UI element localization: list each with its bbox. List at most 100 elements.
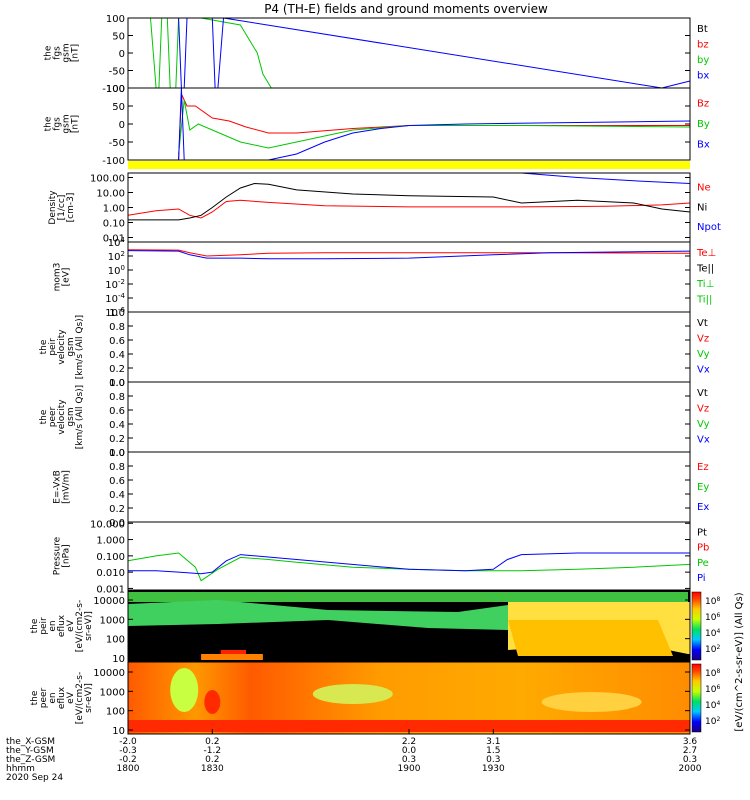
series-fgs-by [150,17,272,89]
ytick-label: 0.8 [109,322,125,333]
ytick-label: 0.6 [109,406,125,417]
legend-Pe: Pe [697,558,709,569]
xaxis-value: 2.7 [683,746,697,756]
ytick-label: 0.2 [109,434,125,445]
ylabel: the peir en eflux eV [eV/(cm2-s-sr-eV)] [30,600,94,652]
ylabel: the fgs gsm [nT] [44,114,81,133]
series-fgs2-Bx [178,87,691,161]
ylabel-line: gsm [66,337,76,356]
ytick-label: -50 [109,67,125,78]
legend-By: By [697,119,710,130]
ylabel-line: Pressure [53,536,63,575]
ylabel-line: Density [48,190,58,225]
ytick-label: 0.8 [109,392,125,403]
legend-Pt: Pt [697,528,707,539]
ytick-label: 1000 [100,615,125,626]
xaxis-value: 0.2 [205,737,219,747]
legend-Bt: Bt [697,24,708,35]
ytick-label: 0.8 [109,462,125,473]
xaxis-value: 1830 [201,764,224,774]
ylabel-line: fgs [53,117,63,131]
ytick-label: 104 [108,236,126,249]
series-density-Npot [521,172,691,184]
ytick-label: 10000 [93,668,125,679]
ytick-label: 0.4 [109,420,125,431]
colorbar [691,663,702,733]
spectrogram-green-streak [312,684,393,704]
ytick-label: 100 [108,264,125,277]
legend-Ni: Ni [697,202,707,213]
legend-Ey: Ey [697,482,709,493]
ylabel-line: en [48,692,58,703]
ytick-label: 0.4 [109,350,125,361]
ylabel-line: gsm [62,114,72,133]
spectrogram-orange-region [508,620,673,656]
ylabel: Pressure [nPa] [53,536,72,575]
series-fgs2-Bz [128,93,690,161]
ylabel-line: [eV/(cm2-s- [75,672,85,724]
panel-peir_en: 10000 1000 100 10 the peir en eflux eV [eV/(cm2-s… [30,589,720,665]
ylabel-line: [cm-3] [66,193,76,223]
xaxis-row-label: the_Z-GSM [6,755,55,765]
legend-bx: bx [697,71,709,82]
ylabel-line: fgs [53,46,63,60]
series-mom-Te⊥ [127,249,691,257]
ytick-label: 1.0 [109,308,125,319]
panel-fgs: 100 50 0 -50 -100 the fgs gsm [nT] Bt bz by bx [44,14,710,95]
ytick-label: 50 [112,102,125,113]
legend-by: by [697,55,709,66]
ytick-label: 0 [119,120,125,131]
ylabel-line: [eV] [62,268,72,287]
ytick-label: 10.000 [90,519,125,530]
ylabel-line: eflux [57,686,67,709]
xaxis-value: 1.5 [486,746,500,756]
ylabel-line: [nT] [71,44,81,62]
ylabel-line: the [39,409,49,424]
ylabel-line: the [44,116,54,131]
ytick-label: 100 [106,14,125,25]
colorbar-tick: 106 [705,612,720,623]
ylabel-line: [nPa] [62,544,72,567]
spectrogram-red-spot [204,690,221,714]
ytick-label: 10000 [93,596,125,607]
ytick-label: 0.2 [109,364,125,375]
ytick-label: 0.001 [96,584,125,595]
xaxis-value: 0.2 [205,755,219,765]
ylabel-line: eV [66,691,76,704]
ylabel-line: velocity [57,329,67,365]
xaxis-value: -0.2 [119,755,137,765]
series-mom-Ti⊥ [127,250,691,260]
ytick-label: 0.010 [96,568,125,579]
ytick-label: 100.00 [90,174,125,185]
colorbar-tick: 102 [705,716,720,727]
colorbar-label: [eV/(cm^2-s-sr-eV)] (All Qs) [734,592,745,731]
ylabel: the fgs gsm [nT] [44,43,81,62]
ytick-label: 10-4 [105,292,125,305]
ytick-label: 100 [106,707,125,718]
xaxis-value: 1930 [482,764,505,774]
ylabel: the peir velocity gsm [km/s (All Qs)] [39,315,85,379]
panel-efield: 1.0 0.8 0.6 0.4 0.2 0.0 E=-VxB [mV/m] Ez Ey Ex [53,448,710,529]
ylabel-line: gsm [66,407,76,426]
panel-density: 100.00 10.00 1.00 0.10 0.01 Density [1/cc] [cm-… [48,172,721,244]
ylabel-line: eflux [57,614,67,637]
ytick-label: 10-6 [105,306,125,319]
xaxis-value: 0.3 [486,755,500,765]
xaxis-value: 3.1 [486,737,500,747]
series-fgs2-By [178,99,691,155]
legend-Vt: Vt [697,388,708,399]
colorbar-tick: 104 [705,700,720,711]
spectrogram-yellow-streak [541,692,642,712]
ytick-label: 0.6 [109,336,125,347]
ylabel-line: [1/cc] [57,195,67,221]
ylabel-line: mom3 [53,263,63,292]
ylabel-line: [eV/(cm2-s- [75,600,85,652]
ylabel-line: the [44,45,54,60]
ytick-label: 0.2 [109,504,125,515]
ylabel-line: gsm [62,43,72,62]
ytick-label: 50 [112,32,125,43]
ytick-label: 0.100 [96,552,125,563]
panel-peer: 1.0 0.8 0.6 0.4 0.2 0.0 the peer velocity gsm [km/… [39,378,710,459]
